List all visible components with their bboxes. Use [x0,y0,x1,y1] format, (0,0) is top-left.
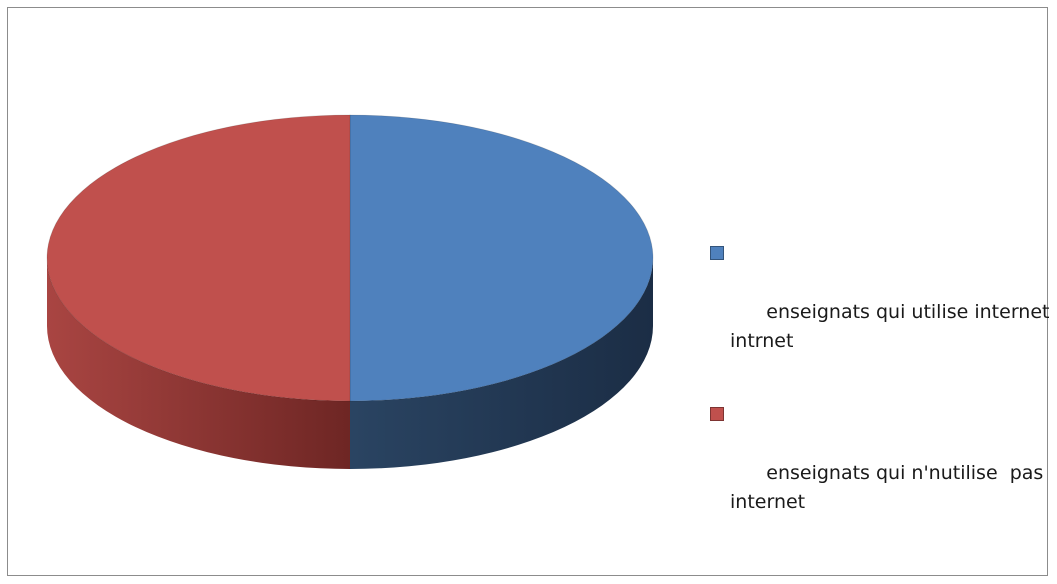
chart-area: enseignats qui utilise internet intrnet … [7,7,1050,576]
pie-slice-1 [46,114,351,402]
pie-chart [46,114,654,469]
legend-item-uses-internet: enseignats qui utilise internet intrnet [710,240,1050,385]
pie-slice-side-1 [47,258,350,469]
legend-label-uses-internet: enseignats qui utilise internet intrnet [730,301,1050,352]
legend: enseignats qui utilise internet intrnet … [710,240,1050,562]
legend-swatch-red [710,407,724,421]
legend-label-no-internet: enseignats qui n'nutilise pas internet [730,462,1050,513]
legend-swatch-blue [710,246,724,260]
pie-slice-0 [349,114,654,402]
legend-item-no-internet: enseignats qui n'nutilise pas internet [710,401,1050,546]
pie-slice-side-0 [350,258,653,469]
